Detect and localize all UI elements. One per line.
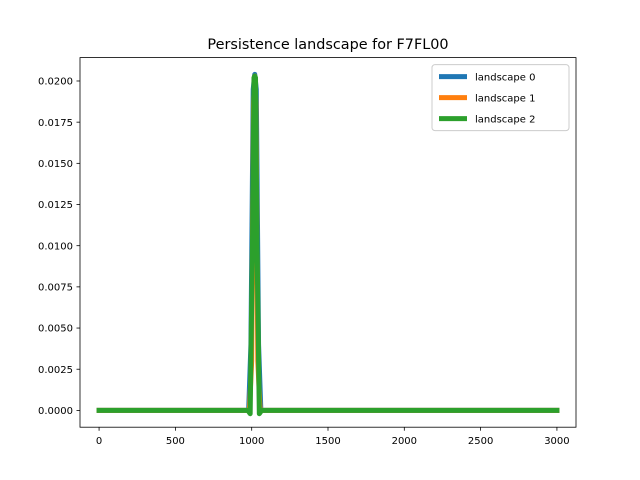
y-tick-label: 0.0150 xyxy=(38,159,73,170)
y-axis: 0.0000 0.0025 0.0050 0.0075 0.0100 0.0125 0.01… xyxy=(38,77,80,417)
y-tick-label: 0.0125 xyxy=(38,200,73,211)
series-lines xyxy=(96,71,560,417)
x-tick-label: 2000 xyxy=(392,436,417,447)
legend-label-1: landscape 1 xyxy=(475,94,535,105)
y-tick-label: 0.0025 xyxy=(38,365,73,376)
y-tick-label: 0.0000 xyxy=(38,406,73,417)
x-tick-label: 500 xyxy=(166,436,185,447)
x-tick-label: 1500 xyxy=(315,436,340,447)
y-tick-label: 0.0050 xyxy=(38,324,73,335)
legend-label-0: landscape 0 xyxy=(475,73,535,84)
x-tick-label: 3000 xyxy=(544,436,569,447)
chart-title: Persistence landscape for F7FL00 xyxy=(207,37,448,53)
y-tick-label: 0.0100 xyxy=(38,241,73,252)
y-tick-label: 0.0175 xyxy=(38,118,73,129)
series-line-2 xyxy=(96,73,560,417)
legend-box xyxy=(431,64,570,132)
x-tick-label: 1000 xyxy=(239,436,264,447)
y-tick-label: 0.0075 xyxy=(38,282,73,293)
plot-area xyxy=(79,57,577,428)
x-tick-label: 2500 xyxy=(468,436,493,447)
legend-label-2: landscape 2 xyxy=(475,115,535,126)
x-axis: 0 500 1000 1500 2000 2500 3000 xyxy=(96,427,570,447)
x-tick-label: 0 xyxy=(96,436,102,447)
y-tick-label: 0.0200 xyxy=(38,77,73,88)
legend: landscape 0 landscape 1 landscape 2 xyxy=(431,64,570,132)
